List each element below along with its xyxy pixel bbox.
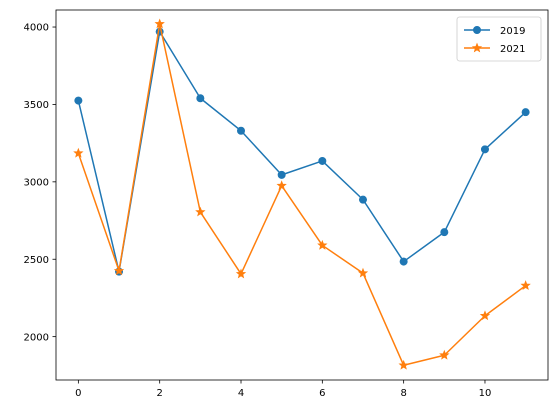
plot-frame (55, 9, 549, 381)
data-point-2021 (520, 280, 531, 290)
series-2021 (73, 18, 531, 370)
data-point-2019 (480, 145, 489, 154)
x-tick-label: 8 (400, 388, 406, 399)
data-point-2021 (195, 206, 206, 217)
data-point-2021 (113, 265, 125, 276)
data-point-2019 (277, 170, 286, 179)
legend-marker-circle (472, 25, 481, 34)
x-tick-label: 2 (156, 388, 162, 399)
data-point-2021 (439, 349, 450, 360)
data-point-2019 (399, 257, 408, 266)
data-point-2019 (74, 96, 83, 105)
legend-label: 2019 (500, 26, 525, 37)
data-point-2021 (398, 359, 409, 370)
legend-entry-2019: 2019 (464, 25, 525, 37)
y-tick-label: 4000 (24, 23, 49, 34)
data-point-2021 (357, 267, 369, 278)
data-point-2019 (237, 126, 246, 135)
data-point-2021 (235, 268, 247, 279)
series-line-2019 (77, 30, 527, 273)
data-point-2021 (276, 180, 287, 191)
data-point-2021 (317, 239, 328, 250)
data-point-2019 (358, 195, 367, 204)
legend: 2019 2021 (456, 16, 542, 62)
data-point-2019 (440, 228, 449, 237)
data-point-2019 (196, 94, 205, 103)
data-point-2019 (521, 108, 530, 117)
x-tick-label: 0 (75, 388, 81, 399)
data-point-2021 (73, 147, 84, 158)
data-point-2021 (479, 310, 491, 321)
x-tick-label: 6 (319, 388, 325, 399)
plot-area (56, 10, 548, 380)
y-tick-label: 2000 (24, 332, 49, 343)
x-tick-label: 4 (238, 388, 244, 399)
series-line-2021 (77, 23, 527, 367)
y-tick-label: 3000 (24, 177, 49, 188)
data-point-2019 (318, 156, 327, 165)
legend-marker-star (471, 42, 483, 53)
axes-layer: 0 2 4 6 8 10 2000 2500 3000 3500 4000 (24, 9, 549, 399)
legend-box (456, 16, 542, 62)
series-layer (73, 18, 531, 370)
y-tick-label: 2500 (24, 255, 49, 266)
legend-entry-2021: 2021 (464, 42, 525, 55)
x-tick-label: 10 (479, 388, 492, 399)
data-point-2021 (154, 18, 165, 29)
y-tick-label: 3500 (24, 100, 49, 111)
legend-label: 2021 (500, 44, 525, 55)
